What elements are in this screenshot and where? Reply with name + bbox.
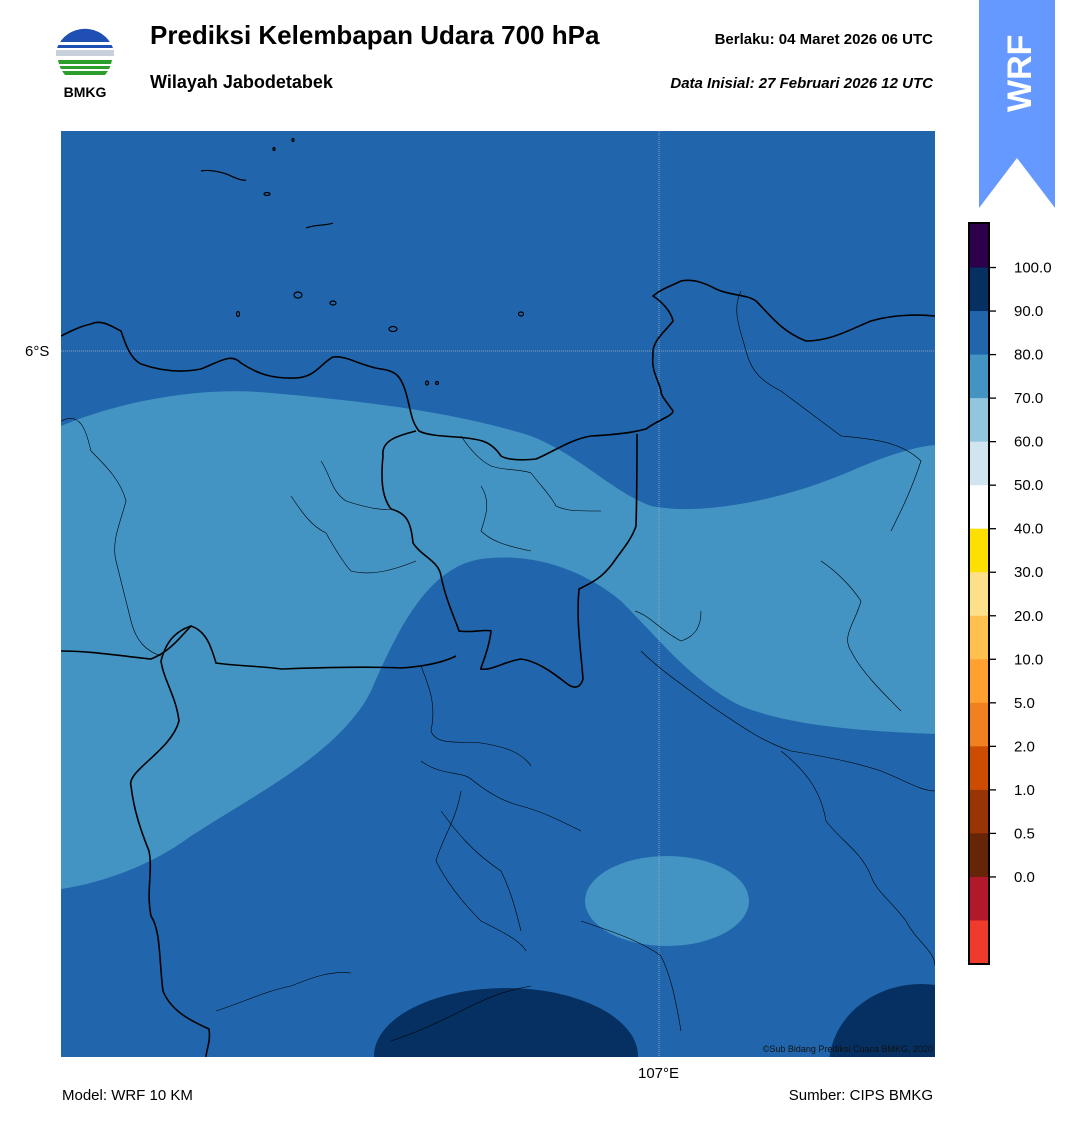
- lon-tick-label: 107°E: [638, 1065, 680, 1082]
- colorbar-segment: [970, 224, 989, 269]
- humidity-band-70-80: [61, 391, 935, 889]
- valid-time-label: Berlaku: 04 Maret 2026 06 UTC: [714, 31, 933, 48]
- init-time-label: Data Inisial: 27 Februari 2026 12 UTC: [670, 75, 933, 92]
- humidity-map: [61, 131, 935, 1057]
- humidity-patch-70-80: [585, 856, 749, 946]
- colorbar-segment: [970, 441, 989, 486]
- colorbar-ticks: 100.0 90.0 80.0 70.0 60.0 50.0 40.0 30.0 20.0 10.…: [989, 260, 1052, 886]
- humidity-patch-90-100-southeast: [829, 984, 935, 1057]
- colorbar-tick-label: 70.0: [1014, 390, 1043, 407]
- colorbar-segment: [970, 398, 989, 443]
- colorbar-segment: [970, 572, 989, 617]
- colorbar-segment: [970, 354, 989, 399]
- regency-borders: [61, 290, 935, 1042]
- colorbar-tick-label: 50.0: [1014, 477, 1043, 494]
- colorbar-tick-label: 10.0: [1014, 651, 1043, 668]
- colorbar-tick-label: 5.0: [1014, 695, 1035, 712]
- colorbar-tick-label: 2.0: [1014, 738, 1035, 755]
- colorbar-tick-label: 20.0: [1014, 608, 1043, 625]
- colorbar-segment: [970, 485, 989, 530]
- colorbar-segment: [970, 267, 989, 312]
- colorbar-segment: [970, 702, 989, 747]
- colorbar-tick-label: 90.0: [1014, 303, 1043, 320]
- logo-text: BMKG: [63, 84, 107, 100]
- lat-tick-label: 6°S: [25, 343, 50, 360]
- bmkg-logo-icon: [55, 24, 115, 84]
- colorbar-tick-label: 0.5: [1014, 825, 1035, 842]
- colorbar-tick-label: 0.0: [1014, 869, 1035, 886]
- page-title: Prediksi Kelembapan Udara 700 hPa: [150, 20, 600, 50]
- colorbar-segment: [970, 746, 989, 791]
- humidity-patch-90-100-south: [374, 988, 638, 1057]
- colorbar-segments: [970, 224, 989, 965]
- colorbar-tick-label: 1.0: [1014, 782, 1035, 799]
- colorbar-tick-label: 80.0: [1014, 347, 1043, 364]
- colorbar-segment: [970, 528, 989, 573]
- colorbar-segment: [970, 789, 989, 834]
- copyright-text: ©Sub Bidang Prediksi Cuaca BMKG, 2020: [762, 1044, 933, 1054]
- colorbar-segment: [970, 615, 989, 660]
- source-label: Sumber: CIPS BMKG: [788, 1087, 933, 1104]
- colorbar-segment: [970, 876, 989, 921]
- colorbar-segment: [970, 920, 989, 965]
- model-label: Model: WRF 10 KM: [62, 1087, 193, 1104]
- colorbar-tick-label: 100.0: [1014, 260, 1052, 277]
- colorbar-segment: [970, 659, 989, 704]
- wrf-badge-text: WRF: [1001, 35, 1039, 112]
- wrf-badge: WRF: [979, 0, 1055, 208]
- colorbar: 100.0 90.0 80.0 70.0 60.0 50.0 40.0 30.0 20.0 10.…: [968, 222, 1052, 965]
- colorbar-segment: [970, 311, 989, 356]
- islands: [200, 137, 525, 386]
- colorbar-tick-label: 30.0: [1014, 564, 1043, 581]
- coastline: [61, 279, 935, 461]
- colorbar-tick-label: 40.0: [1014, 521, 1043, 538]
- colorbar-tick-label: 60.0: [1014, 434, 1043, 451]
- colorbar-segment: [970, 833, 989, 878]
- province-borders: [61, 430, 638, 1057]
- page-subtitle: Wilayah Jabodetabek: [150, 72, 333, 92]
